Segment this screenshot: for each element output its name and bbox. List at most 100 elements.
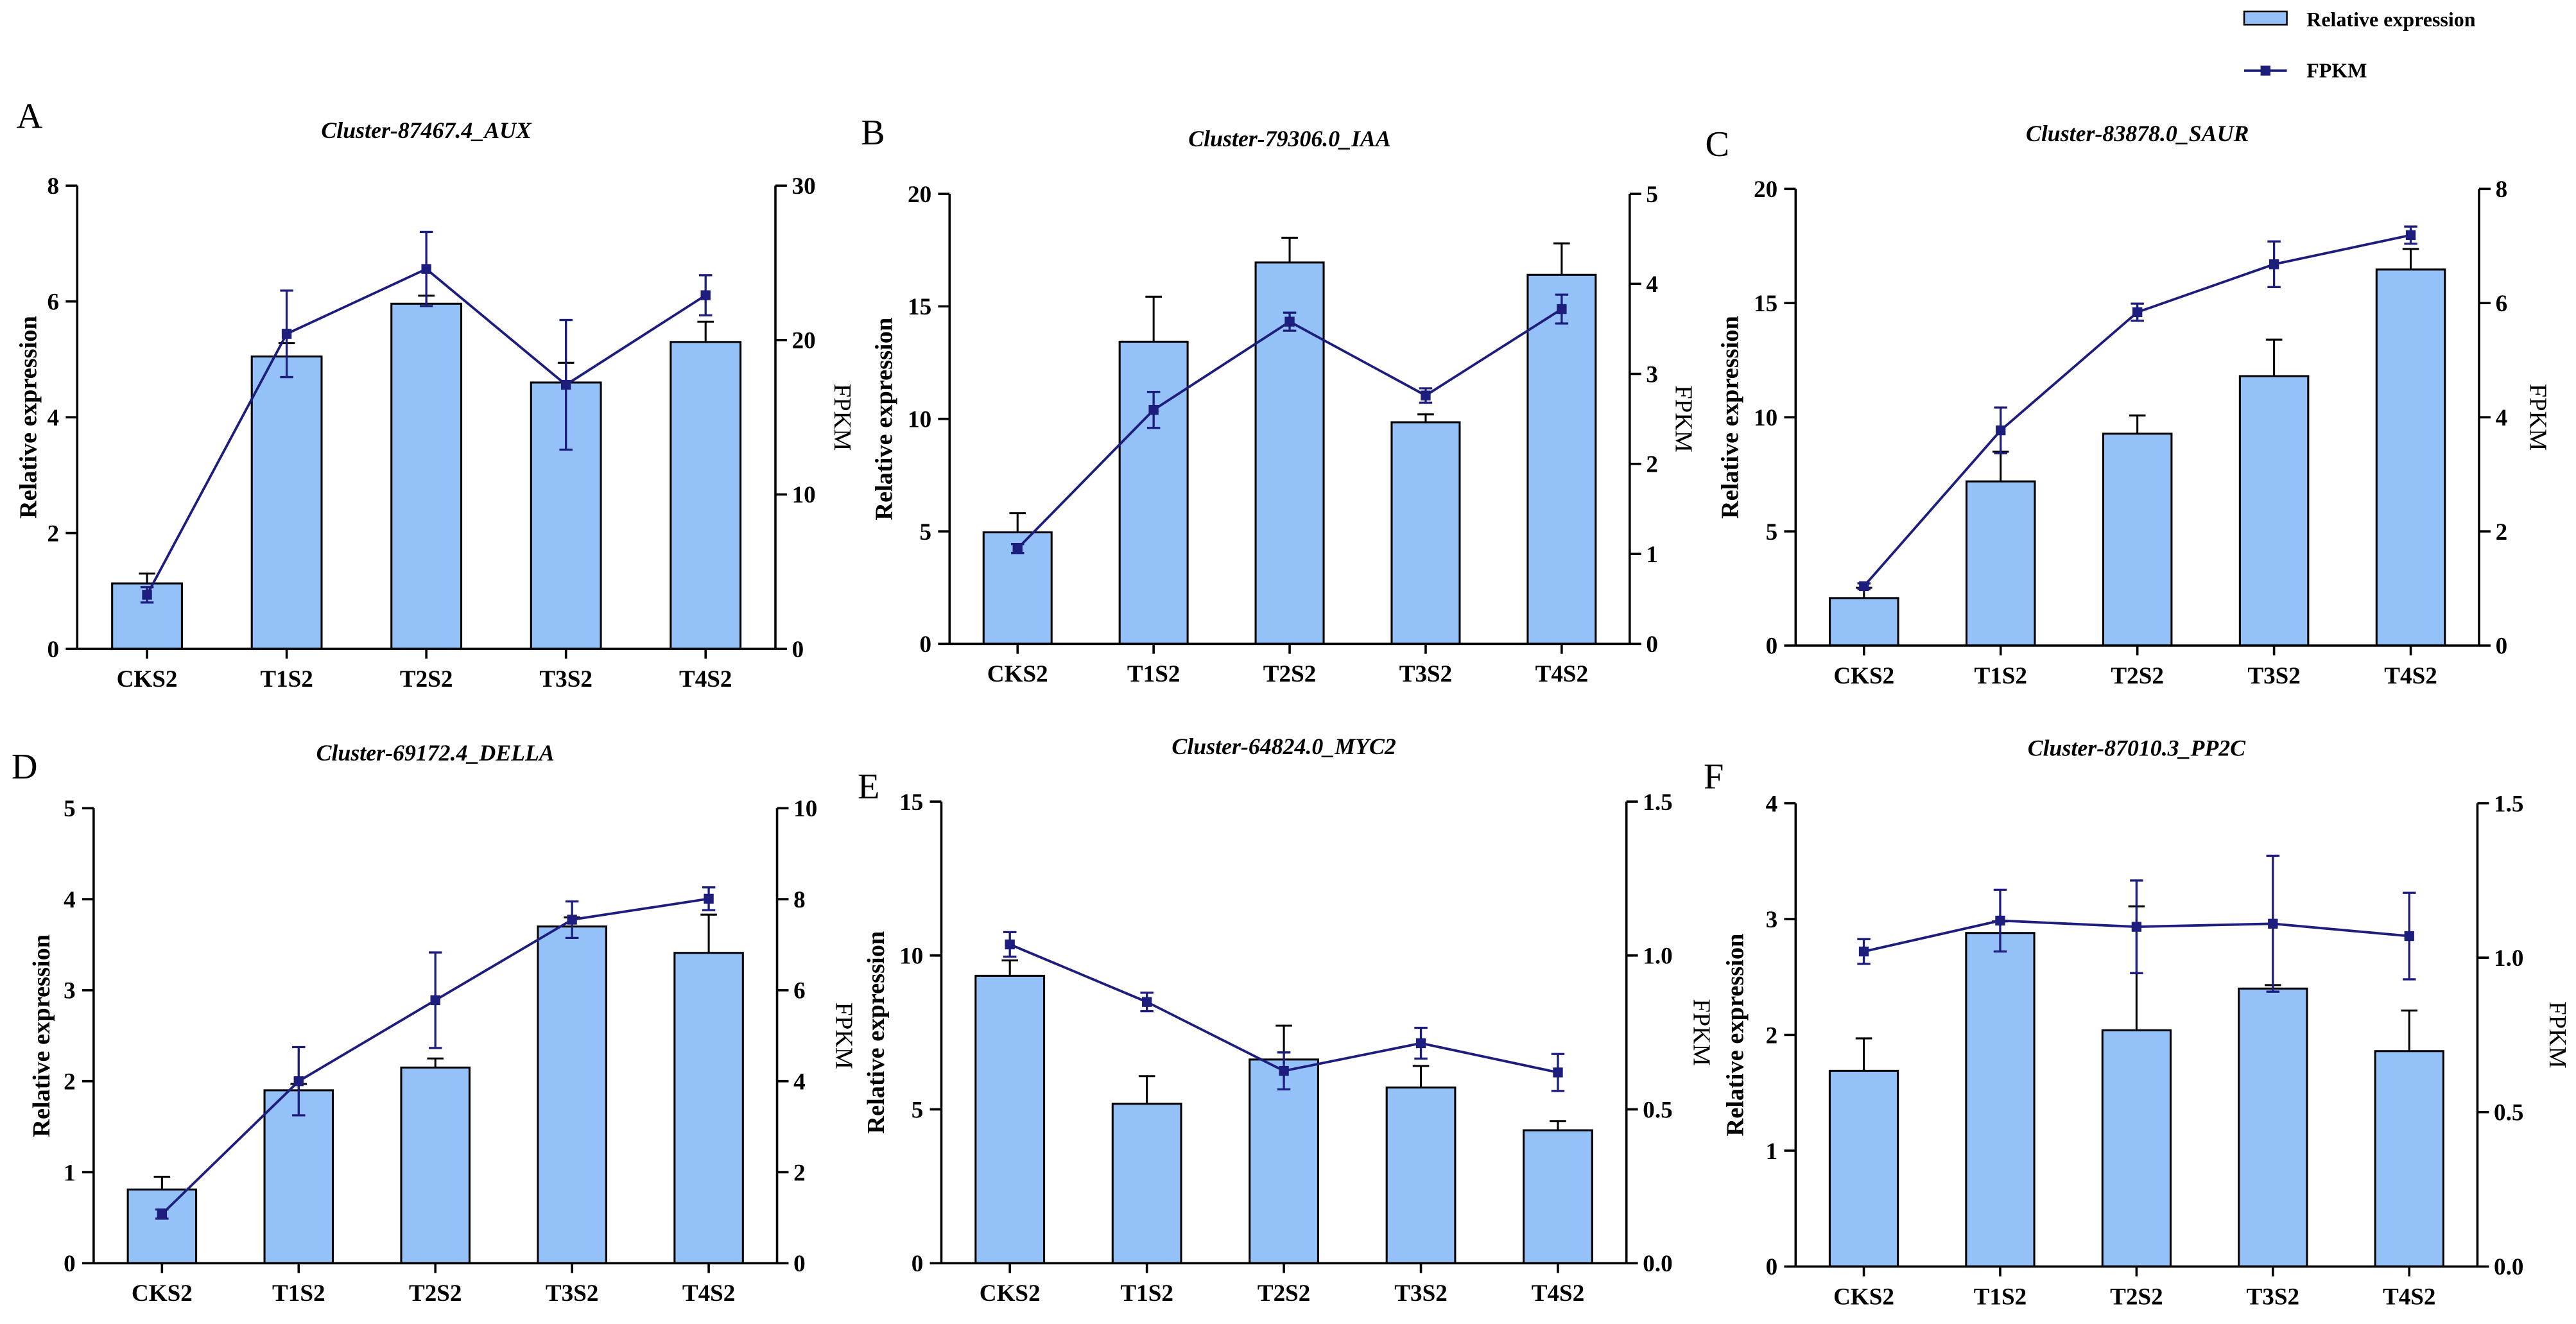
- panel-c-y2-axis-label: FPKM: [2524, 384, 2551, 451]
- panel-f-bar-t4s2: [2374, 1050, 2444, 1268]
- panel-a-bar-error-t4s2: [697, 320, 714, 342]
- panel-b-fpkm-point-cks2: [1012, 543, 1023, 554]
- panel-f-fpkm-point-t3s2: [2268, 918, 2278, 929]
- panel-a-y-axis-label: Relative expression: [15, 316, 42, 519]
- panel-e-bar-error-t4s2: [1550, 1120, 1566, 1131]
- panel-d-y2-tick-label: 6: [793, 978, 806, 1004]
- panel-c-y2-tick-label: 6: [2496, 291, 2508, 317]
- panel-b-bar-error-t1s2: [1145, 295, 1162, 342]
- panel-e-y2-tick-label: 0.0: [1643, 1251, 1672, 1277]
- panel-e: E Cluster-64824.0_MYC2 0 5 10 15 0.0 0.5 1.0 1.5 C…: [858, 734, 1715, 1307]
- panel-d-x-tick-label: CKS2: [132, 1280, 193, 1307]
- panel-d-y2-tick-label: 8: [793, 887, 806, 913]
- panel-a-y2-tick-label: 30: [792, 173, 816, 200]
- panel-f-x-tick-label: T3S2: [2247, 1284, 2299, 1310]
- panel-d-y2-tick-label: 2: [793, 1160, 806, 1186]
- panel-e-fpkm-point-t4s2: [1553, 1067, 1563, 1078]
- panel-f-y2-axis-label: FPKM: [2544, 1001, 2571, 1069]
- panel-a-fpkm-point-t1s2: [281, 329, 292, 339]
- panel-b-fpkm-point-t2s2: [1284, 316, 1295, 327]
- panel-f-fpkm-point-cks2: [1858, 946, 1869, 957]
- panel-e-y2-tick-label: 1.0: [1643, 943, 1672, 970]
- panel-a-y-tick-label: 2: [48, 520, 60, 547]
- panel-a-bar-t4s2: [670, 341, 742, 650]
- panel-f-x-tick-label: T4S2: [2383, 1284, 2435, 1310]
- panel-b-bar-error-t3s2: [1417, 413, 1434, 422]
- panel-d-bar-error-t4s2: [700, 913, 717, 953]
- panel-d-x-tick-label: T1S2: [272, 1280, 325, 1307]
- panel-f-x-tick-label: CKS2: [1833, 1284, 1894, 1310]
- panel-c: C Cluster-83878.0_SAUR 0 5 10 15 20 0 2 4 6 8 CKS2 T1…: [1706, 121, 2552, 689]
- panel-b-fpkm-point-t3s2: [1421, 390, 1431, 400]
- panel-d-letter: D: [12, 747, 38, 787]
- panel-f-bar-error-cks2: [1855, 1037, 1872, 1071]
- panel-a-bar-error-cks2: [139, 572, 155, 584]
- panel-b-y2-tick-label: 5: [1646, 182, 1658, 208]
- legend-bar-swatch: [2243, 10, 2288, 26]
- panel-b-y2-tick-label: 4: [1646, 271, 1658, 298]
- panel-e-bar-t1s2: [1111, 1103, 1182, 1264]
- panel-b-x-tick-label: T3S2: [1399, 661, 1452, 687]
- panel-d-x-tick-label: T3S2: [546, 1280, 598, 1307]
- panel-c-bar-error-t4s2: [2402, 248, 2419, 270]
- panel-d-fpkm-point-t3s2: [567, 915, 577, 925]
- panel-f-y-axis-label: Relative expression: [1722, 934, 1749, 1137]
- panel-e-x-tick-label: T4S2: [1532, 1280, 1584, 1307]
- panel-e-x-tick-label: T2S2: [1258, 1280, 1310, 1307]
- panel-e-y-tick-label: 15: [899, 789, 923, 816]
- panel-c-bar-t3s2: [2238, 375, 2310, 647]
- panel-c-fpkm-point-t2s2: [2132, 307, 2143, 318]
- panel-b-y2-tick-label: 3: [1646, 361, 1658, 388]
- panel-a-fpkm-point-t3s2: [561, 379, 571, 390]
- panel-c-fpkm-point-cks2: [1859, 581, 1869, 592]
- panel-a-x-tick-label: T3S2: [539, 666, 592, 692]
- panel-c-x-tick-label: T4S2: [2384, 663, 2437, 689]
- panel-f-y-tick-label: 0: [1766, 1254, 1778, 1280]
- panel-a: A Cluster-87467.4_AUX 0 2 4 6 8 0 10 20 30 CKS2 T1S2…: [15, 97, 856, 692]
- panel-e-bar-error-t1s2: [1138, 1075, 1155, 1104]
- panel-e-bar-t3s2: [1385, 1086, 1457, 1264]
- panel-b-bar-error-t2s2: [1281, 236, 1298, 262]
- panel-e-fpkm-point-cks2: [1005, 939, 1015, 950]
- panel-d-y-tick-label: 3: [64, 978, 76, 1004]
- panel-e-y-tick-label: 5: [912, 1097, 924, 1123]
- panel-e-y-axis-label: Relative expression: [863, 931, 890, 1134]
- panel-d-y-axis-label: Relative expression: [28, 934, 55, 1137]
- panel-d-fpkm-point-cks2: [157, 1209, 168, 1219]
- panel-c-fpkm-point-t1s2: [1996, 425, 2006, 436]
- panel-c-y-axis-label: Relative expression: [1717, 316, 1744, 519]
- legend-line-marker: [2260, 65, 2270, 76]
- panel-f-y-tick-label: 3: [1766, 907, 1778, 933]
- panel-b-y-tick-label: 5: [920, 519, 932, 546]
- panel-e-y2-tick-label: 0.5: [1643, 1097, 1672, 1123]
- panel-a-letter: A: [17, 97, 43, 137]
- panel-b-y-tick-label: 15: [908, 294, 931, 320]
- panel-b-bar-t4s2: [1526, 273, 1597, 645]
- legend-line-label: FPKM: [2306, 58, 2367, 82]
- panel-f-y-tick-label: 4: [1766, 791, 1778, 817]
- panel-c-bar-t4s2: [2375, 268, 2446, 647]
- panel-c-y2-tick-label: 2: [2496, 519, 2508, 546]
- panel-d-x-tick-label: T2S2: [409, 1280, 462, 1307]
- panel-b-x-tick-label: T2S2: [1263, 661, 1316, 687]
- panel-f-x-tick-label: T1S2: [1974, 1284, 2027, 1310]
- panel-a-fpkm-point-cks2: [142, 590, 152, 600]
- panel-a-fpkm-point-t2s2: [421, 264, 431, 274]
- panel-f-bar-t1s2: [1965, 932, 2036, 1268]
- panel-c-bar-error-t2s2: [2129, 414, 2146, 434]
- panel-f-x-tick-label: T2S2: [2110, 1284, 2163, 1310]
- panel-d-y-tick-label: 2: [64, 1069, 76, 1095]
- panel-e-y-tick-label: 0: [912, 1251, 924, 1277]
- panel-a-y2-axis-label: FPKM: [829, 384, 856, 451]
- panel-b-y-tick-label: 0: [920, 632, 932, 658]
- panel-b-bar-t1s2: [1118, 340, 1189, 645]
- panel-b-x-tick-label: T1S2: [1127, 661, 1180, 687]
- legend-bar-label: Relative expression: [2306, 8, 2475, 31]
- panel-f-y-tick-label: 2: [1766, 1022, 1778, 1049]
- panel-d-fpkm-point-t2s2: [430, 995, 440, 1006]
- panel-a-y2-tick-label: 20: [792, 328, 816, 354]
- panel-d-y2-tick-label: 0: [793, 1251, 806, 1277]
- panel-c-title: Cluster-83878.0_SAUR: [2026, 121, 2249, 146]
- panel-a-x-tick-label: CKS2: [117, 666, 178, 692]
